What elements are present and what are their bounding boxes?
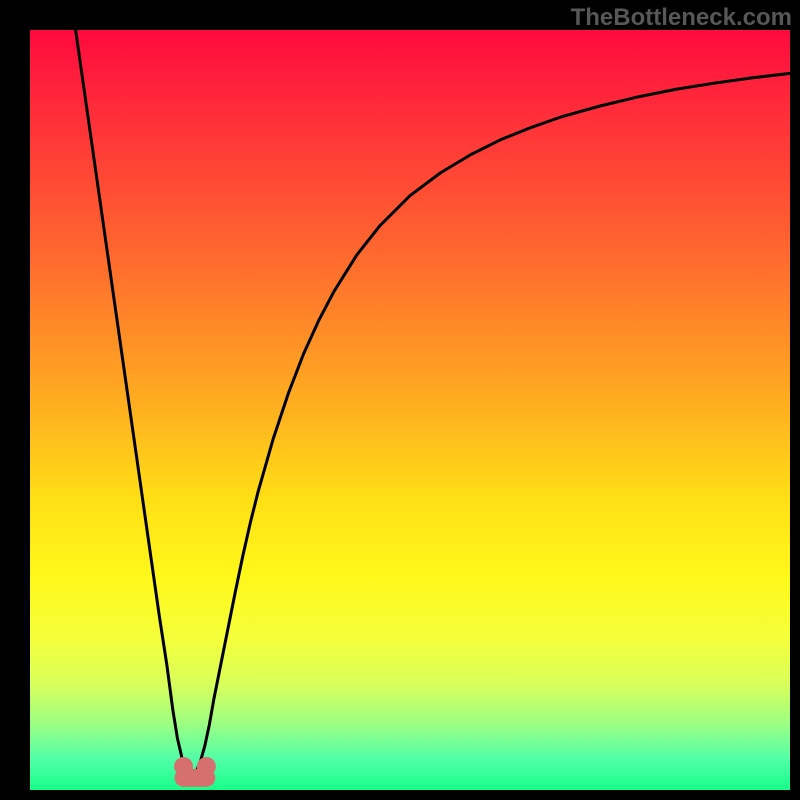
watermark-text: TheBottleneck.com [571, 4, 792, 32]
gradient-background [30, 30, 790, 790]
chart-svg [30, 30, 790, 790]
chart-frame: TheBottleneck.com [0, 0, 800, 800]
marker-dot [197, 757, 215, 775]
marker-dot [175, 757, 193, 775]
plot-area [30, 30, 790, 790]
